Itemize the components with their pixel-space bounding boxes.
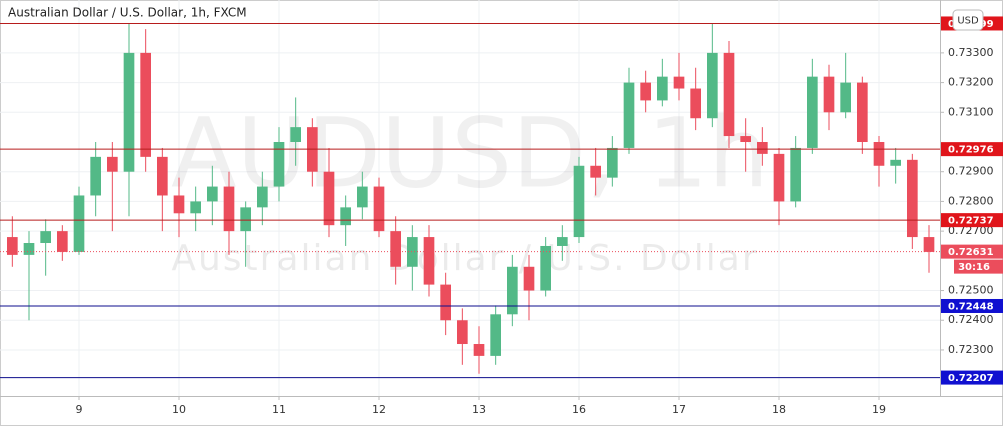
candle-body <box>240 207 251 232</box>
candle-body <box>7 237 18 255</box>
x-tick-label: 18 <box>772 403 786 416</box>
currency-badge[interactable] <box>952 9 984 31</box>
candle-body <box>540 245 551 291</box>
candle-body <box>907 159 918 238</box>
y-tick-label: 0.72500 <box>948 284 994 297</box>
candle-body <box>207 186 218 202</box>
candle-body <box>440 284 451 321</box>
level-label: 0.72976 <box>948 145 994 156</box>
candle-body <box>257 186 268 208</box>
candle-body <box>23 243 35 255</box>
candle-body <box>457 320 468 345</box>
candle-body <box>840 82 851 113</box>
currency: USD <box>957 16 979 27</box>
y-tick-label: 0.72900 <box>948 165 994 178</box>
x-tick-label: 10 <box>172 403 186 416</box>
level-label: 0.72207 <box>948 373 994 384</box>
candle-body <box>607 147 618 178</box>
candle-body <box>707 52 718 119</box>
candle-body <box>390 231 401 267</box>
level-label-bg <box>941 298 1003 313</box>
candle-body <box>273 142 285 187</box>
last-price-label: 0.72631 <box>948 247 994 258</box>
y-tick-label: 0.72400 <box>948 313 994 326</box>
level-label: 0.72737 <box>948 216 994 227</box>
candle-body <box>57 231 68 252</box>
candle-body <box>823 76 835 113</box>
candle-body <box>873 142 885 166</box>
candle-body <box>857 82 868 143</box>
candle-body <box>623 82 635 148</box>
candle-body <box>690 88 701 119</box>
y-tick-label: 0.73300 <box>948 46 994 59</box>
candle-body <box>790 147 801 202</box>
level-label-bg <box>941 213 1003 228</box>
candle-body <box>173 195 185 214</box>
candle-body <box>673 76 685 89</box>
candle-body <box>90 156 101 196</box>
candle-body <box>657 76 668 101</box>
candle-body <box>573 165 585 238</box>
countdown-bg <box>954 259 1003 274</box>
candle-body <box>123 52 135 172</box>
candle-body <box>107 156 118 172</box>
x-tick-label: 12 <box>372 403 386 416</box>
watermark: AUDUSD, 1h <box>171 97 769 209</box>
candle-body <box>590 165 601 178</box>
level-label: 0.72448 <box>948 301 994 312</box>
candle-body <box>490 314 501 356</box>
axis: 0.72300 0.72400 0.72500 0.72700 0.72800 0.729… <box>76 16 1003 416</box>
candle-body <box>340 207 351 226</box>
candle-body <box>890 159 901 166</box>
candle-body <box>190 201 201 214</box>
candle-body <box>807 76 818 148</box>
candle-body <box>223 186 235 232</box>
candle-body <box>323 171 335 226</box>
last-price-bg <box>941 244 1003 259</box>
chart-title: Australian Dollar / U.S. Dollar, 1h, FXC… <box>8 6 247 20</box>
level-label-bg <box>941 142 1003 157</box>
candle-body <box>73 195 85 252</box>
x-tick-label: 17 <box>672 403 686 416</box>
candle-body <box>423 237 435 285</box>
candle-body <box>407 237 418 267</box>
candle-body <box>473 344 485 356</box>
watermark-subtitle: Australian Dollar / U.S. Dollar <box>171 238 758 279</box>
candle-body <box>507 266 518 315</box>
x-tick-label: 19 <box>872 403 886 416</box>
candle-body <box>140 52 151 157</box>
y-tick-label: 0.73200 <box>948 76 994 89</box>
x-tick-label: 9 <box>76 403 83 416</box>
x-tick-label: 16 <box>572 403 586 416</box>
candle-body <box>773 153 785 202</box>
candle-body <box>723 52 735 137</box>
x-tick-label: 13 <box>472 403 486 416</box>
candle-body <box>923 237 935 252</box>
candle-body <box>757 142 768 154</box>
y-tick-label: 0.73100 <box>948 105 994 118</box>
candle-body <box>157 156 168 196</box>
candle-body <box>373 186 385 232</box>
candle-body <box>357 186 368 208</box>
plot <box>0 22 940 379</box>
candle-body <box>557 237 568 246</box>
candle-body <box>290 127 301 143</box>
candle-body <box>740 136 751 143</box>
y-tick-label: 0.72300 <box>948 343 994 356</box>
countdown: 30:16 <box>958 262 990 273</box>
candle-body <box>40 231 51 244</box>
x-tick-label: 11 <box>272 403 286 416</box>
level-label-bg <box>941 370 1003 385</box>
candle-body <box>523 266 535 291</box>
candle-body <box>640 82 651 101</box>
y-tick-label: 0.72700 <box>948 224 994 237</box>
y-tick-label: 0.72800 <box>948 194 994 207</box>
